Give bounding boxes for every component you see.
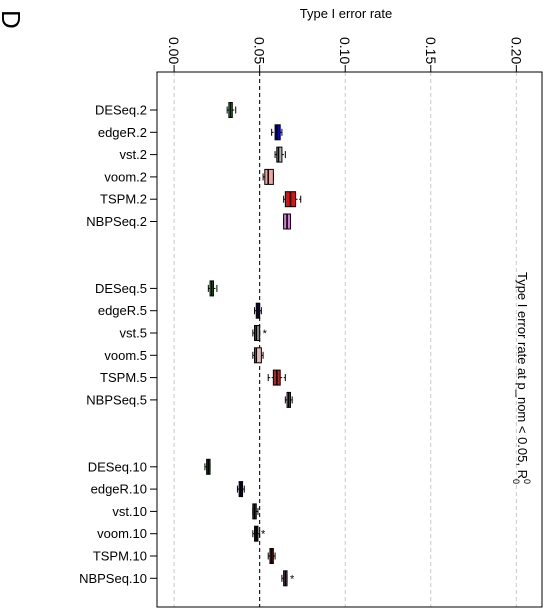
category-label: NBPSeq.5 [86,392,147,407]
box-voom-5 [252,347,264,364]
boxes: * * * [204,102,302,587]
box-deseq-10 [204,458,211,475]
category-label: DESeq.2 [95,103,147,118]
category-label: vst.5 [120,326,147,341]
category-label: voom.10 [97,526,147,541]
box-body [264,168,274,185]
category-label: edgeR.2 [98,125,147,140]
panel-label: D [0,10,26,29]
category-label: TSPM.5 [100,370,147,385]
category-label: edgeR.10 [91,482,147,497]
box-edger-5 [254,302,262,319]
x-axis: 0.00 0.05 0.10 0.15 0.20 [166,37,524,72]
box-body [254,347,262,364]
category-label: edgeR.5 [98,303,147,318]
outlier-point: * [261,529,266,541]
category-label: vst.10 [112,504,147,519]
category-label: DESeq.10 [88,459,147,474]
grid-lines [173,72,517,607]
chart-title-subscript: 0 [511,479,521,484]
category-label: TSPM.10 [93,549,147,564]
category-label: NBPSeq.2 [86,214,147,229]
box-tspm-2 [283,191,302,208]
box-nbpseq-5 [284,391,293,408]
x-tick-label: 0.00 [166,37,182,64]
box-edger-10 [236,481,245,498]
outlier-point: * [263,328,268,340]
box-vst-5: * [252,325,268,341]
x-tick-label: 0.20 [508,37,524,64]
chart-title-main: Type I error rate at p_nom < 0.05, R [515,272,530,479]
box-edger-2 [271,124,283,141]
box-tspm-10 [267,548,276,564]
category-label: TSPM.2 [100,192,147,207]
category-label: voom.5 [104,348,147,363]
chart-title-superscript: 0 [522,479,532,484]
y-axis-categories: DESeq.2 edgeR.2 vst.2 voom.2 TSPM.2 NBPSeq.2 D… [79,103,157,586]
box-voom-2 [262,168,274,185]
x-tick-label: 0.10 [337,37,353,64]
plot-frame [156,71,543,608]
x-tick-label: 0.05 [252,37,268,64]
chart-title: Type I error rate at p_nom < 0.05, R00 [511,272,532,484]
box-vst-2 [274,146,286,163]
box-voom-10: * [252,525,266,542]
category-label: vst.2 [120,147,147,162]
box-body [274,124,281,141]
box-vst-10 [252,503,259,520]
box-nbpseq-2 [283,213,291,230]
box-nbpseq-10: * [281,570,295,587]
x-tick-label: 0.15 [423,37,439,64]
category-label: DESeq.5 [95,281,147,296]
x-axis-title: Type I error rate [300,6,392,21]
box-body [276,146,283,163]
outlier-point: * [290,573,295,585]
box-body [254,325,261,341]
box-tspm-5 [267,369,286,386]
box-deseq-2 [226,102,237,118]
category-label: NBPSeq.10 [79,571,147,586]
box-deseq-5 [207,280,218,297]
category-label: voom.2 [104,169,147,184]
